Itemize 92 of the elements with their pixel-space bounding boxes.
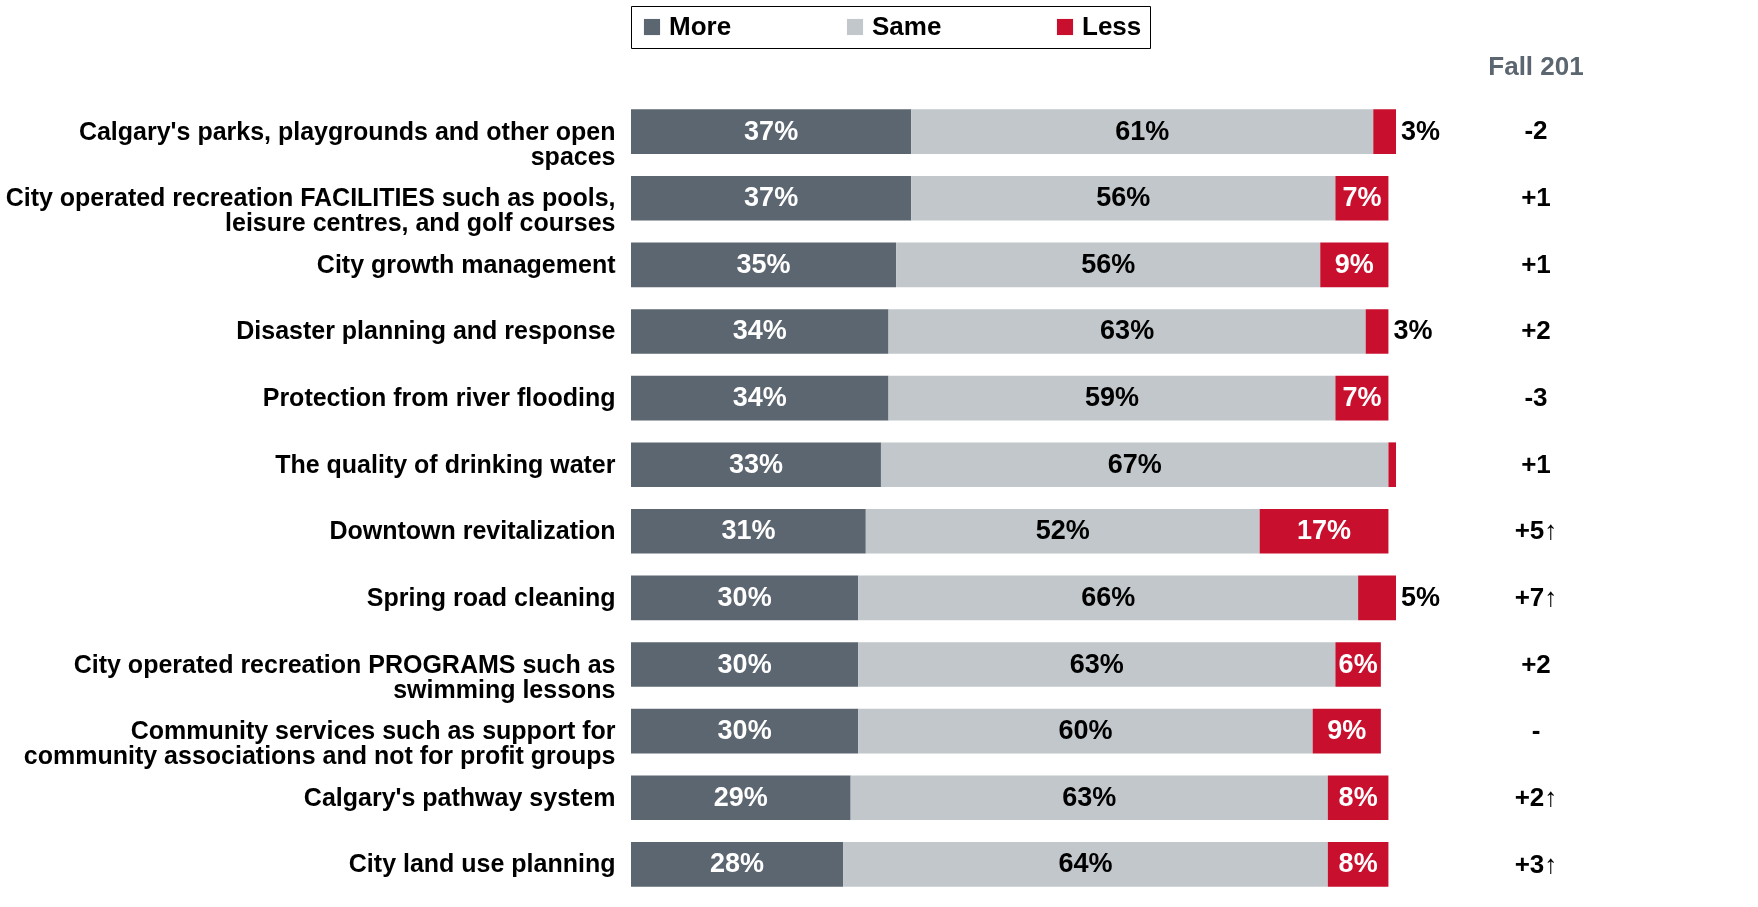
- bar: [631, 109, 912, 154]
- text: Fall 201: [1488, 51, 1584, 81]
- data-label: 28%: [710, 848, 765, 879]
- data-label: 37%: [744, 115, 799, 146]
- bar: [631, 575, 859, 621]
- data-label: 56%: [1096, 182, 1151, 213]
- data-label: 17%: [1297, 515, 1352, 546]
- data-label: 7%: [1342, 382, 1382, 413]
- bar: [858, 708, 1313, 754]
- data-label: 7%: [1342, 182, 1382, 213]
- data-label: 67%: [1107, 448, 1162, 479]
- bar: [631, 708, 859, 754]
- bar: [631, 175, 912, 221]
- bar: [1259, 508, 1389, 554]
- y-tick-label: City operated recreation PROGRAMS such as swimming lessons: [73, 649, 616, 703]
- y-tick-label: City growth management: [316, 249, 617, 278]
- data-label: 63%: [1062, 781, 1117, 812]
- data-label: 30%: [717, 715, 772, 746]
- y-tick-label: City land use planning: [348, 849, 616, 878]
- data-label: 9%: [1327, 715, 1367, 746]
- data-label: 8%: [1338, 781, 1378, 812]
- bar: [631, 642, 859, 687]
- text: -2: [1524, 115, 1548, 146]
- data-label: 30%: [717, 581, 772, 612]
- y-tick-label: City operated recreation FACILITIES such as pools, leisure centres, and golf courses: [5, 183, 616, 237]
- data-label: 60%: [1058, 715, 1113, 746]
- data-label: 35%: [736, 248, 791, 279]
- data-label: 37%: [744, 182, 799, 213]
- y-tick-label: Calgary's parks, playgrounds and other open spaces: [78, 116, 616, 170]
- text: +1: [1521, 182, 1551, 212]
- bar: [631, 309, 889, 354]
- bar: [865, 508, 1260, 554]
- data-label: 30%: [717, 648, 772, 679]
- bar: [1388, 442, 1396, 488]
- data-label: 29%: [713, 781, 768, 812]
- text: +7↑: [1514, 582, 1558, 612]
- y-tick-label: Protection from river flooding: [262, 383, 616, 412]
- data-label: 33%: [728, 448, 783, 479]
- bar: [880, 442, 1389, 488]
- bar: [911, 109, 1374, 154]
- bar: [858, 575, 1359, 621]
- bar: [1358, 575, 1396, 621]
- data-label: 63%: [1100, 315, 1155, 346]
- y-tick-label: The quality of drinking water: [275, 449, 616, 478]
- data-label: 66%: [1081, 581, 1136, 612]
- data-label: 34%: [732, 382, 787, 413]
- bar: [896, 242, 1321, 288]
- text: +2: [1521, 315, 1551, 346]
- data-label: 64%: [1058, 848, 1113, 879]
- data-label: 5%: [1401, 581, 1441, 612]
- bar: [911, 175, 1336, 221]
- legend-label: Same: [872, 11, 942, 41]
- bar: [850, 775, 1328, 821]
- bar: [888, 309, 1366, 354]
- y-tick-label: Calgary's pathway system: [303, 782, 616, 811]
- bar: [1365, 309, 1389, 354]
- text: -: [1531, 715, 1541, 746]
- text: +2↑: [1514, 782, 1558, 812]
- data-label: 31%: [721, 515, 776, 546]
- legend-label: More: [669, 11, 732, 41]
- bar: [631, 775, 851, 821]
- y-tick-label: Disaster planning and response: [236, 316, 616, 345]
- bar: [631, 442, 881, 488]
- data-label: 56%: [1081, 248, 1136, 279]
- bar: [843, 842, 1328, 887]
- data-label: 52%: [1035, 515, 1090, 546]
- text: -3: [1524, 382, 1548, 412]
- data-label: 8%: [1338, 848, 1378, 879]
- legend-label: Less: [1082, 11, 1142, 41]
- data-label: 9%: [1334, 248, 1374, 279]
- text: +3↑: [1514, 848, 1558, 879]
- y-tick-label: Downtown revitalization: [329, 516, 616, 545]
- bar: [888, 375, 1336, 421]
- bar: [631, 375, 889, 421]
- text: +1: [1521, 448, 1551, 479]
- data-label: 61%: [1115, 115, 1170, 146]
- bar: [631, 842, 844, 887]
- data-label: 3%: [1393, 315, 1433, 346]
- text: +1: [1521, 248, 1551, 279]
- bar: [631, 508, 866, 554]
- data-label: 3%: [1401, 115, 1441, 146]
- bar: [858, 642, 1336, 687]
- data-label: 63%: [1069, 648, 1124, 679]
- text: +2: [1521, 648, 1551, 679]
- y-tick-label: Community services such as support for community associations and not for profit groups: [23, 716, 616, 770]
- data-label: 59%: [1084, 382, 1139, 413]
- text: +5↑: [1514, 515, 1558, 546]
- data-label: 34%: [732, 315, 787, 346]
- bar: [1373, 109, 1396, 154]
- bar: [631, 242, 897, 288]
- y-tick-label: Spring road cleaning: [366, 582, 616, 611]
- data-label: 6%: [1338, 648, 1378, 679]
